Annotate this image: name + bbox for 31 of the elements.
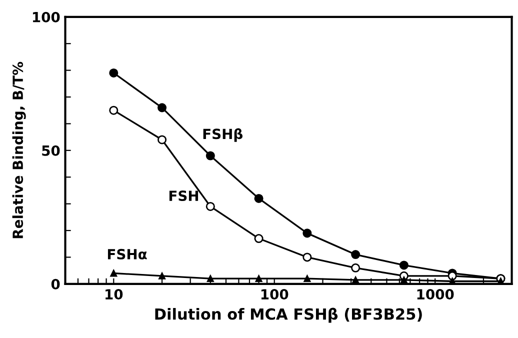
point <box>206 275 214 282</box>
point <box>158 135 167 144</box>
y-tick-label: 100 <box>32 12 60 22</box>
y-tick-label: 50 <box>42 145 60 156</box>
point <box>302 228 312 238</box>
x-axis-title: Dilution of MCA FSHβ (BF3B25) <box>155 308 422 323</box>
x-tick-label: 10 <box>106 289 123 300</box>
point <box>351 250 360 260</box>
point <box>400 276 408 284</box>
point <box>399 260 408 270</box>
point <box>351 263 360 272</box>
x-tick-label: 100 <box>261 289 288 300</box>
point <box>302 252 312 262</box>
point <box>109 106 118 115</box>
point <box>158 272 166 280</box>
point <box>304 275 311 282</box>
point <box>110 270 118 277</box>
series-label: FSH <box>169 190 198 202</box>
point <box>158 103 167 112</box>
x-tick-label: 1000 <box>417 289 454 300</box>
point <box>255 275 262 282</box>
point <box>206 151 215 160</box>
y-tick-label: 0 <box>51 278 60 290</box>
point <box>254 194 264 203</box>
series-label: FSHβ <box>203 128 243 142</box>
point <box>352 276 360 284</box>
point <box>206 202 215 211</box>
point <box>109 68 118 78</box>
series-label: FSHα <box>108 248 147 260</box>
y-axis-title: Relative Binding, B/T% <box>12 62 26 238</box>
point <box>254 234 264 244</box>
